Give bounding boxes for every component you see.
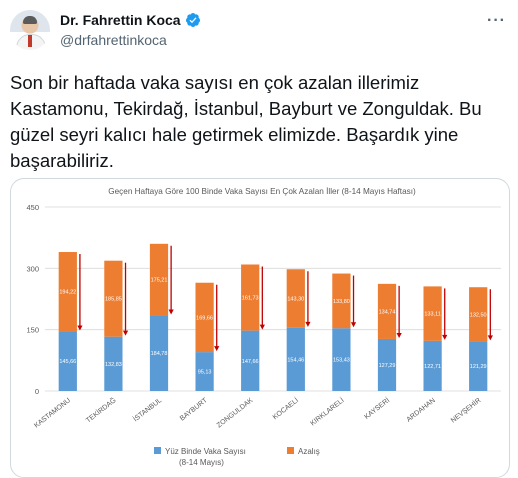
data-label-vaka: 122,71: [424, 364, 441, 370]
data-label-azalis: 133,80: [333, 299, 350, 305]
bar-azalis-5: [241, 264, 260, 331]
data-label-azalis: 143,30: [287, 297, 304, 303]
x-tick-label: KOCAELİ: [271, 395, 300, 421]
decrease-arrow-icon: [214, 346, 220, 352]
bar-azalis-7: [332, 273, 351, 329]
decrease-arrow-icon: [122, 330, 129, 336]
data-label-azalis: 134,74: [379, 309, 396, 315]
x-tick-label: KIRKLARELİ: [308, 395, 345, 427]
tweet-text: Son bir haftada vaka sayısı en çok azala…: [10, 72, 482, 171]
avatar-hair: [23, 16, 37, 24]
data-label-azalis: 132,50: [470, 312, 487, 318]
bar-azalis-9: [423, 286, 442, 341]
author-handle[interactable]: @drfahrettinkoca: [60, 32, 167, 48]
bar-vaka-7: [332, 328, 351, 391]
data-label-vaka: 121,29: [470, 364, 487, 370]
bar-vaka-3: [149, 315, 169, 391]
data-label-azalis: 161,73: [242, 296, 259, 302]
bar-vaka-10: [469, 341, 488, 391]
data-label-vaka: 145,66: [59, 359, 76, 365]
bar-azalis-4: [195, 282, 214, 353]
data-label-vaka: 153,43: [333, 358, 350, 364]
bar-vaka-4: [195, 352, 214, 391]
y-tick-label: 300: [26, 264, 39, 273]
data-label-vaka: 147,66: [242, 359, 259, 365]
x-tick-label: NEVŞEHİR: [449, 395, 483, 424]
decrease-arrow-icon: [77, 325, 83, 331]
bar-chart: Geçen Haftaya Göre 100 Binde Vaka Sayısı…: [26, 186, 501, 467]
decrease-arrow-icon: [350, 322, 357, 328]
legend-label-vaka: Yüz Binde Vaka Sayısı: [165, 447, 246, 456]
y-tick-label: 450: [26, 203, 39, 212]
decrease-arrow-icon: [168, 309, 174, 315]
decrease-arrow-icon: [396, 332, 402, 338]
decrease-arrow-icon: [442, 334, 448, 340]
bar-azalis-8: [377, 283, 397, 339]
bar-vaka-6: [286, 327, 305, 391]
data-label-azalis: 175,21: [151, 278, 168, 284]
data-label-vaka: 132,83: [105, 362, 122, 368]
data-label-vaka: 95,13: [198, 370, 212, 376]
bar-vaka-1: [58, 331, 77, 391]
x-tick-label: İSTANBUL: [131, 395, 163, 423]
decrease-arrow-icon: [487, 335, 493, 341]
avatar-tie: [28, 35, 32, 47]
verified-badge-icon: [185, 13, 200, 27]
bar-azalis-6: [286, 269, 305, 328]
x-tick-label: BAYBURT: [179, 397, 209, 423]
bar-azalis-2: [104, 260, 123, 337]
chart-image[interactable]: Geçen Haftaya Göre 100 Binde Vaka Sayısı…: [10, 178, 510, 478]
data-label-azalis: 169,66: [196, 315, 213, 321]
x-tick-label: KASTAMONU: [33, 397, 72, 429]
legend-swatch-blue: [154, 447, 161, 454]
data-label-azalis: 194,22: [59, 290, 76, 296]
data-label-vaka: 184,78: [151, 351, 168, 357]
data-label-azalis: 185,85: [105, 297, 122, 303]
x-tick-label: KAYSERİ: [362, 395, 391, 420]
decrease-arrow-icon: [305, 321, 311, 327]
chart-title: Geçen Haftaya Göre 100 Binde Vaka Sayısı…: [108, 186, 416, 196]
data-label-vaka: 127,29: [379, 363, 396, 369]
bar-azalis-10: [469, 287, 488, 342]
avatar[interactable]: [10, 10, 50, 50]
bar-vaka-2: [104, 336, 123, 391]
bar-vaka-9: [423, 340, 442, 391]
legend-label-tarih: (8-14 Mayıs): [179, 458, 224, 467]
bar-vaka-8: [377, 338, 397, 391]
x-tick-label: TEKİRDAĞ: [84, 395, 118, 424]
bar-azalis-3: [149, 243, 169, 316]
y-tick-label: 0: [35, 387, 39, 396]
data-label-vaka: 154,46: [287, 357, 304, 363]
x-tick-label: ZONGULDAK: [216, 397, 255, 430]
bar-azalis-1: [58, 252, 77, 332]
decrease-arrow-icon: [259, 324, 265, 330]
bar-vaka-5: [241, 330, 260, 391]
y-tick-label: 150: [26, 326, 39, 335]
legend-swatch-orange: [287, 447, 294, 454]
display-name[interactable]: Dr. Fahrettin Koca: [60, 12, 181, 28]
x-tick-label: ARDAHAN: [406, 397, 437, 424]
legend-label-azalis: Azalış: [298, 447, 320, 456]
more-dots-icon[interactable]: ···: [487, 12, 506, 29]
author-row: Dr. Fahrettin Koca: [60, 12, 201, 28]
data-label-azalis: 133,11: [424, 312, 440, 318]
